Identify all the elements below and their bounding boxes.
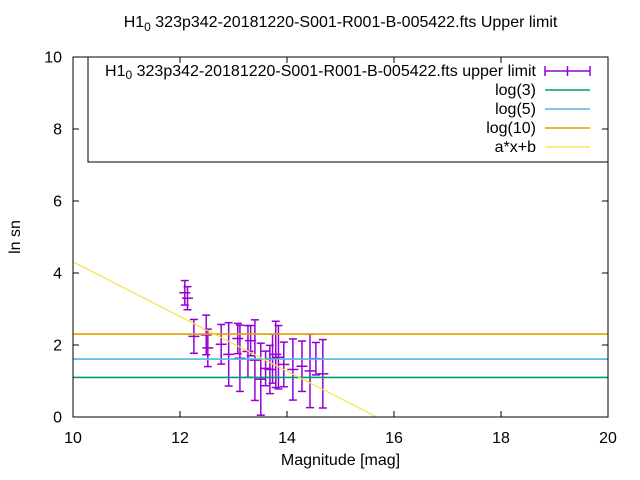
legend-label: H10 323p342-20181220-S001-R001-B-005422.… <box>105 63 537 82</box>
chart-title: H10 323p342-20181220-S001-R001-B-005422.… <box>73 14 608 34</box>
legend-label: a*x+b <box>495 139 536 156</box>
x-tick-label: 18 <box>492 430 510 447</box>
x-tick-label: 12 <box>171 430 189 447</box>
x-tick-label: 10 <box>64 430 82 447</box>
legend-label: log(10) <box>486 120 536 137</box>
y-tick-label: 8 <box>53 122 62 139</box>
title-subscript: 0 <box>144 20 151 35</box>
x-tick-label: 14 <box>278 430 296 447</box>
y-tick-label: 4 <box>53 266 62 283</box>
y-tick-label: 6 <box>53 194 62 211</box>
x-tick-label: 16 <box>385 430 403 447</box>
y-tick-label: 2 <box>53 338 62 355</box>
title-text-rest: 323p342-20181220-S001-R001-B-005422.fts … <box>150 14 558 31</box>
y-axis-label: ln sn <box>7 220 24 254</box>
y-tick-label: 10 <box>44 50 62 67</box>
title-text-prefix: H1 <box>123 14 145 31</box>
y-tick-label: 0 <box>53 410 62 427</box>
legend-label: log(5) <box>495 101 536 118</box>
legend-box <box>87 56 609 163</box>
x-axis-label: Magnitude [mag] <box>280 452 401 469</box>
legend-label: log(3) <box>495 82 536 99</box>
fit-line <box>72 261 378 418</box>
x-tick-label: 20 <box>599 430 617 447</box>
